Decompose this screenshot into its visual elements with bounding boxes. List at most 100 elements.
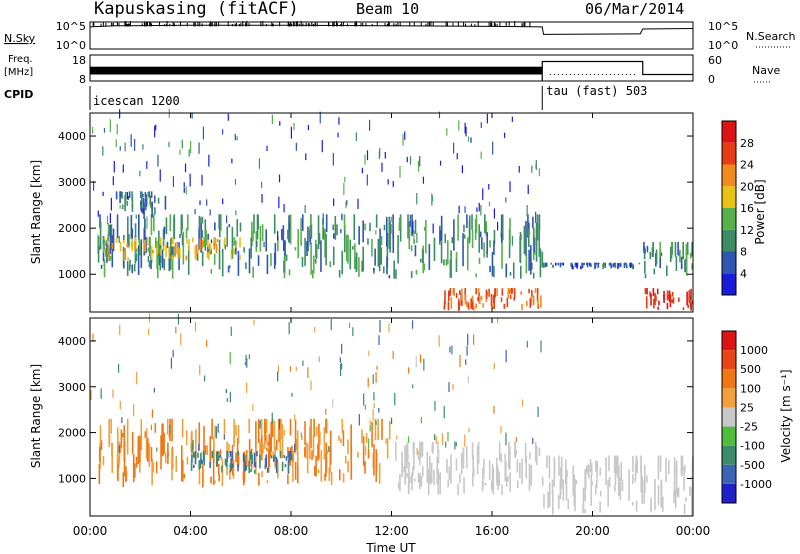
heatmap-cell (674, 489, 677, 496)
heatmap-cell (367, 377, 369, 388)
heatmap-cell (417, 450, 420, 460)
heatmap-cell (623, 262, 626, 268)
heatmap-cell (208, 154, 210, 167)
heatmap-cell (399, 165, 401, 178)
heatmap-cell (146, 237, 149, 246)
heatmap-cell (304, 205, 306, 214)
heatmap-cell (367, 238, 369, 245)
heatmap-cell (518, 165, 520, 173)
heatmap-cell (165, 217, 168, 235)
heatmap-cell (196, 251, 199, 261)
heatmap-cell (663, 290, 665, 303)
heatmap-cell (614, 483, 616, 492)
heatmap-cell (204, 219, 207, 230)
heatmap-cell (172, 349, 174, 358)
heatmap-cell (153, 214, 155, 232)
heatmap-cell (171, 248, 174, 279)
heatmap-cell (373, 267, 375, 272)
heatmap-cell (526, 300, 528, 307)
heatmap-cell (671, 299, 674, 303)
freq-label-line2: [MHz] (4, 67, 33, 78)
heatmap-cell (159, 239, 161, 244)
heatmap-cell (505, 197, 507, 203)
heatmap-cell (332, 399, 334, 408)
heatmap-cell (529, 464, 532, 468)
heatmap-cell (644, 260, 646, 274)
heatmap-cell (615, 455, 618, 475)
heatmap-cell (239, 237, 241, 248)
heatmap-cell (496, 288, 498, 297)
heatmap-cell (470, 298, 472, 309)
heatmap-cell (203, 453, 205, 466)
heatmap-cell (464, 294, 467, 305)
heatmap-cell (585, 262, 588, 266)
heatmap-cell (378, 463, 381, 484)
heatmap-cell (271, 114, 273, 125)
heatmap-cell (151, 409, 154, 418)
heatmap-cell (152, 462, 155, 473)
heatmap-cell (200, 458, 202, 464)
heatmap-cell (137, 436, 140, 465)
heatmap-cell (412, 384, 414, 389)
heatmap-cell (255, 448, 257, 475)
heatmap-cell (591, 481, 593, 486)
colorbar-swatch (722, 208, 736, 230)
heatmap-cell (665, 265, 668, 276)
heatmap-cell (198, 465, 201, 485)
heatmap-cell (493, 229, 496, 245)
heatmap-cell (500, 425, 502, 434)
heatmap-cell (508, 441, 510, 470)
heatmap-cell (447, 240, 449, 265)
y-tick-label: 3000 (58, 381, 86, 394)
nsky-tick-top: 10^5 (56, 20, 86, 33)
heatmap-cell (477, 297, 479, 301)
heatmap-cell (552, 490, 554, 515)
heatmap-cell (310, 418, 312, 448)
heatmap-cell (475, 288, 477, 295)
heatmap-cell (437, 441, 439, 454)
heatmap-cell (589, 262, 591, 266)
heatmap-cell (137, 245, 140, 275)
heatmap-cell (672, 297, 675, 304)
heatmap-cell (217, 455, 220, 461)
heatmap-cell (500, 297, 503, 302)
heatmap-cell (109, 213, 111, 224)
heatmap-cell (504, 453, 507, 482)
heatmap-cell (448, 466, 451, 480)
heatmap-cell (632, 474, 634, 485)
heatmap-cell (164, 452, 167, 464)
heatmap-cell (220, 456, 223, 460)
heatmap-cell (161, 249, 164, 268)
heatmap-cell (214, 237, 216, 246)
heatmap-cell (195, 429, 197, 460)
nsky-panel (89, 21, 694, 50)
heatmap-cell (307, 367, 309, 379)
heatmap-cell (459, 474, 461, 484)
heatmap-cell (519, 462, 521, 479)
heatmap-cell (428, 244, 431, 270)
heatmap-cell (613, 455, 616, 474)
heatmap-cell (229, 470, 231, 480)
heatmap-cell (278, 418, 281, 430)
heatmap-cell (121, 204, 124, 210)
heatmap-cell (608, 477, 611, 488)
heatmap-cell (685, 243, 688, 262)
y-tick-label: 2000 (58, 222, 86, 235)
heatmap-cell (218, 239, 221, 270)
heatmap-cell (109, 119, 111, 133)
heatmap-cell (243, 247, 245, 253)
heatmap-cell (296, 451, 299, 484)
heatmap-cell (455, 293, 458, 299)
heatmap-cell (509, 181, 511, 193)
heatmap-cell (304, 237, 306, 266)
heatmap-cell (181, 139, 183, 149)
heatmap-cell (168, 247, 171, 259)
heatmap-cell (300, 218, 302, 246)
heatmap-cell (184, 163, 187, 173)
heatmap-cell (173, 252, 175, 256)
y-tick-label: 3000 (58, 176, 86, 189)
heatmap-cell (127, 216, 129, 248)
power-panel (89, 112, 694, 313)
heatmap-cell (194, 245, 197, 258)
heatmap-cell (521, 458, 523, 485)
